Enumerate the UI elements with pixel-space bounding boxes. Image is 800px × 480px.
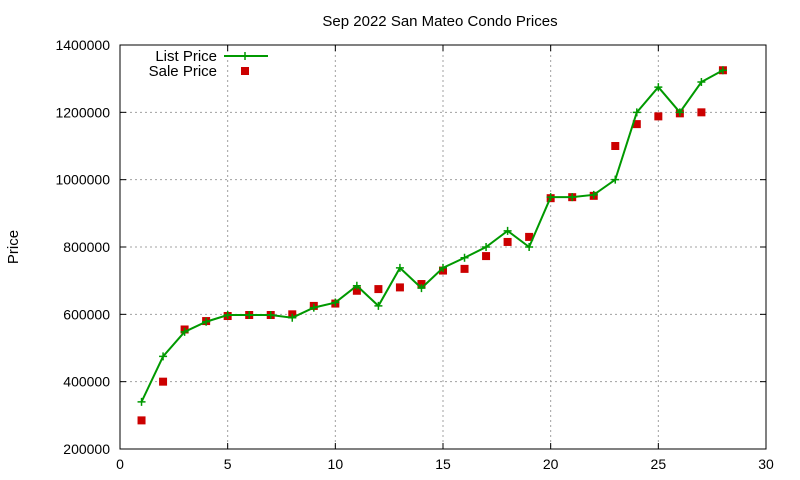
sale-price-point (654, 112, 663, 121)
legend: List Price Sale Price (149, 48, 268, 80)
x-tick-label: 0 (116, 456, 124, 472)
grid-lines (120, 45, 766, 449)
list-price-point (589, 190, 598, 199)
list-price-point (460, 253, 469, 262)
sale-price-point (460, 264, 469, 273)
list-price-point (417, 284, 426, 293)
list-price-point (439, 263, 447, 272)
list-price-point (223, 311, 232, 320)
legend-marker-sale-price (241, 67, 249, 75)
list-price-point (718, 66, 727, 75)
y-axis-label: Price (5, 230, 22, 264)
sale-price-point (525, 232, 534, 241)
sale-price-point (374, 285, 383, 294)
list-price-point (352, 281, 361, 290)
y-tick-label: 200000 (63, 441, 110, 457)
sale-price-point (697, 108, 706, 117)
y-tick-label: 1200000 (55, 104, 110, 120)
list-price-point (568, 193, 577, 202)
list-price-point (482, 243, 491, 251)
x-tick-label: 30 (758, 456, 774, 472)
legend-label-sale-price: Sale Price (149, 63, 217, 80)
list-price-point (159, 352, 168, 361)
list-price-point (266, 311, 275, 320)
list-price-point (395, 263, 404, 272)
sale-price-point (417, 280, 426, 289)
sale-price-point (611, 142, 620, 150)
list-price-point (202, 317, 211, 326)
list-price-point (137, 397, 146, 406)
list-price-point (374, 301, 383, 310)
plot-frame (119, 44, 767, 450)
y-tick-label: 800000 (63, 239, 110, 255)
list-price-point (503, 226, 512, 235)
sale-price-point (395, 283, 404, 292)
y-tick-label: 400000 (63, 374, 110, 390)
list-price-point (675, 108, 684, 117)
x-tick-label: 10 (328, 456, 344, 472)
list-price-point (654, 83, 663, 92)
list-price-point (697, 78, 706, 87)
y-tick-label: 1000000 (55, 172, 110, 188)
list-price-point (245, 311, 254, 320)
series-list-price (137, 66, 727, 406)
sale-price-point (503, 237, 512, 246)
data-series (137, 66, 727, 425)
legend-label-list-price: List Price (155, 48, 217, 65)
list-price-point (611, 175, 620, 184)
sale-price-point (632, 120, 641, 129)
legend-marker-list-price (241, 52, 249, 60)
y-tick-label: 600000 (63, 306, 110, 322)
list-price-point (288, 313, 297, 322)
x-tick-label: 5 (224, 456, 232, 472)
list-price-point (331, 298, 340, 307)
sale-price-point (482, 252, 491, 261)
series-sale-price (137, 66, 727, 425)
list-price-point (525, 243, 534, 251)
x-tick-label: 20 (543, 456, 559, 472)
list-price-point (180, 327, 189, 336)
list-price-point (546, 193, 555, 202)
sale-price-point (137, 416, 146, 425)
tick-labels: 0 5 10 15 20 25 30 200000 400000 600000 800000 1000… (55, 37, 774, 472)
x-tick-label: 25 (651, 456, 667, 472)
list-price-line (140, 69, 724, 403)
list-price-point (632, 108, 641, 117)
chart-title: Sep 2022 San Mateo Condo Prices (322, 13, 557, 30)
y-tick-label: 1400000 (55, 37, 110, 53)
sale-price-point (352, 286, 361, 295)
x-tick-label: 15 (435, 456, 451, 472)
list-price-point (309, 303, 318, 312)
sale-price-point (159, 377, 168, 386)
